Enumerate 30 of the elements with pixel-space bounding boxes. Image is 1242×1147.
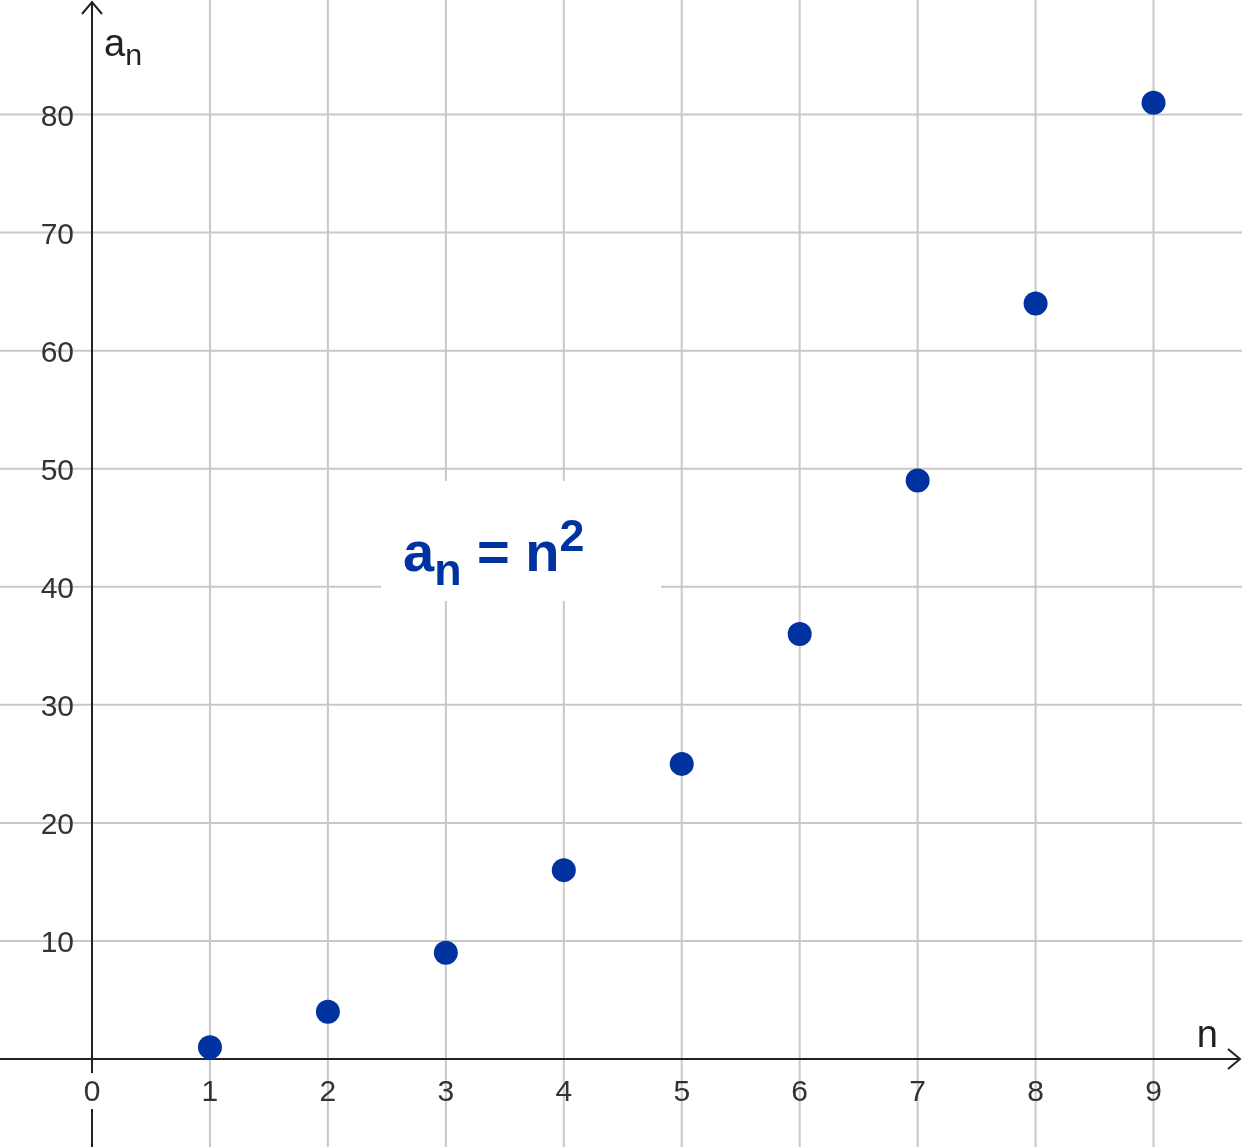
x-tick-label: 9 <box>1145 1074 1162 1108</box>
x-tick-label: 8 <box>1027 1074 1044 1108</box>
x-tick-label: 5 <box>673 1074 691 1108</box>
point <box>551 858 576 883</box>
point <box>315 999 340 1024</box>
y-tick-label: 40 <box>40 570 74 604</box>
x-tick-label: 4 <box>555 1074 573 1108</box>
point <box>905 468 930 493</box>
y-tick-label: 10 <box>40 924 74 958</box>
point <box>1023 291 1048 316</box>
point <box>433 940 458 965</box>
x-axis-title: n <box>1196 1013 1218 1056</box>
annotation: a$_{n}$ = n$^{2}$ <box>402 509 585 594</box>
y-tick-label: 80 <box>40 98 74 132</box>
y-tick-label: 30 <box>40 688 74 722</box>
x-tick-label: 3 <box>437 1074 455 1108</box>
point <box>787 622 812 647</box>
y-tick-label: 70 <box>40 216 74 250</box>
point <box>1141 90 1166 115</box>
x-tick-label: 2 <box>319 1074 337 1108</box>
y-tick-label: 20 <box>40 806 74 840</box>
point <box>197 1035 222 1060</box>
y-axis-title: a$_{n}$ <box>104 22 143 71</box>
y-tick-label: 50 <box>40 452 74 486</box>
x-tick-label: 7 <box>909 1074 926 1108</box>
point <box>669 751 694 776</box>
y-tick-label: 60 <box>40 334 74 368</box>
x-tick-label: 0 <box>83 1074 101 1108</box>
x-tick-label: 1 <box>201 1074 219 1108</box>
x-tick-label: 6 <box>791 1074 809 1108</box>
